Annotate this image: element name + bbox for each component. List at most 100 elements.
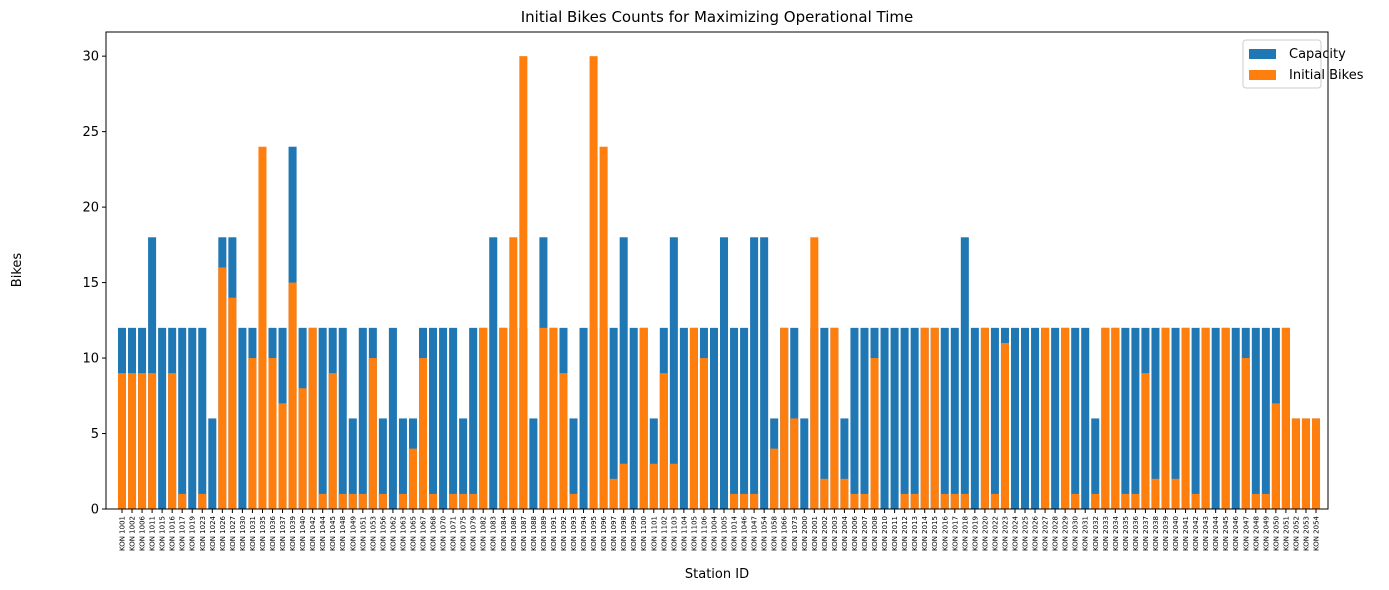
bar (1071, 493, 1080, 509)
bar (268, 358, 277, 509)
x-tick-label: KON 1062 (389, 516, 397, 551)
bar (308, 327, 317, 509)
x-tick-label: KON 1002 (129, 516, 137, 551)
x-tick-label: KON 1068 (430, 516, 438, 551)
bar (218, 267, 227, 509)
bar (1061, 327, 1070, 509)
bar (1091, 493, 1100, 509)
bar (709, 327, 718, 509)
bar (679, 327, 688, 509)
bar (1201, 327, 1210, 509)
bar (950, 327, 959, 509)
x-axis-label: Station ID (685, 567, 749, 582)
x-tick-label: KON 1019 (189, 516, 197, 551)
x-tick-label: KON 2043 (1202, 516, 1210, 551)
x-tick-label: KON 2039 (1162, 516, 1170, 551)
bar (358, 493, 367, 509)
bar (820, 327, 829, 509)
x-tick-label: KON 1093 (570, 516, 578, 551)
bar (1081, 327, 1090, 509)
x-tick-label: KON 2023 (1001, 516, 1009, 551)
x-tick-label: KON 2048 (1252, 516, 1260, 551)
bar (860, 327, 869, 509)
x-tick-label: KON 1006 (139, 515, 147, 551)
bar (408, 448, 417, 509)
bar (790, 327, 799, 509)
x-tick-label: KON 1005 (721, 516, 729, 551)
bar (659, 373, 668, 509)
x-tick-label: KON 2045 (1222, 516, 1230, 551)
bar (1051, 327, 1060, 509)
bar (589, 56, 598, 510)
y-axis-label: Bikes (10, 253, 25, 288)
x-tick-label: KON 1084 (500, 515, 508, 551)
x-tick-label: KON 2010 (881, 516, 889, 551)
x-tick-label: KON 1044 (319, 515, 327, 551)
bar (338, 493, 347, 509)
x-tick-label: KON 1102 (660, 516, 668, 551)
bar (1151, 478, 1160, 509)
bar (489, 237, 498, 509)
x-tick-label: KON 2013 (911, 516, 919, 551)
x-tick-label: KON 1070 (440, 516, 448, 551)
x-tick-label: KON 2030 (1072, 516, 1080, 551)
bar (248, 358, 257, 509)
bar (940, 327, 949, 509)
x-tick-label: KON 1049 (349, 516, 357, 551)
bar (900, 493, 909, 509)
bar (1151, 327, 1160, 509)
bar (1121, 327, 1130, 509)
x-tick-label: KON 1016 (169, 515, 177, 551)
bar (549, 327, 558, 509)
x-tick-label: KON 2026 (1032, 515, 1040, 551)
bar (368, 358, 377, 509)
bar (499, 327, 508, 509)
bar (990, 327, 999, 509)
bar (760, 237, 769, 509)
bar (619, 463, 628, 509)
y-tick-label: 30 (82, 50, 99, 65)
bar (990, 493, 999, 509)
bar (128, 373, 137, 509)
x-tick-label: KON 2052 (1292, 516, 1300, 551)
x-tick-label: KON 2028 (1052, 516, 1060, 551)
bar (730, 493, 739, 509)
y-tick-label: 5 (91, 427, 99, 442)
x-tick-label: KON 1017 (179, 516, 187, 551)
bar (1191, 493, 1200, 509)
bar (479, 327, 488, 509)
x-tick-label: KON 2003 (831, 516, 839, 551)
bar (1211, 327, 1220, 509)
bar (920, 327, 929, 509)
x-tick-label: KON 1101 (650, 516, 658, 551)
bar (1251, 327, 1260, 509)
bar (1121, 493, 1130, 509)
bar (1010, 327, 1020, 509)
x-tick-label: KON 1073 (791, 516, 799, 551)
x-tick-label: KON 2050 (1272, 516, 1280, 551)
bar (1161, 327, 1170, 509)
bar (519, 56, 528, 510)
bar (138, 373, 147, 509)
bar (117, 373, 127, 509)
bar (790, 418, 799, 509)
bar (900, 327, 909, 509)
bar (1101, 327, 1110, 509)
bar (1301, 418, 1310, 509)
bar (208, 418, 217, 509)
bar (559, 373, 568, 509)
bar (629, 327, 638, 509)
bar (418, 358, 428, 509)
bar (910, 327, 919, 509)
bar (378, 493, 387, 509)
x-tick-label: KON 2007 (861, 516, 869, 551)
x-tick-label: KON 1082 (480, 516, 488, 551)
bar (469, 327, 478, 509)
x-tick-label: KON 1040 (299, 516, 307, 551)
bar (529, 418, 538, 509)
bar (1171, 327, 1180, 509)
bar (569, 418, 578, 509)
x-tick-label: KON 1097 (610, 516, 618, 551)
bar (318, 327, 327, 509)
